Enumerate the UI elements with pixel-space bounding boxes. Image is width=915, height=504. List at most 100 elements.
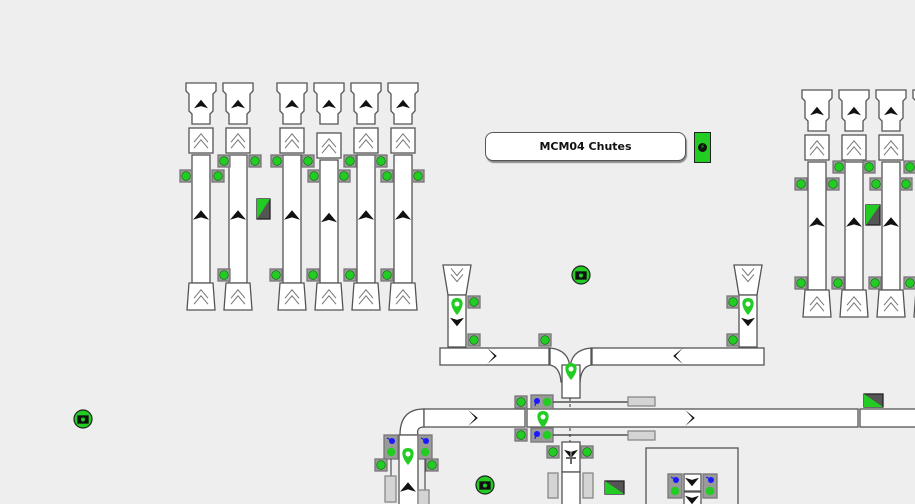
sensor[interactable] xyxy=(831,276,845,290)
chute[interactable] xyxy=(222,82,254,311)
location-pin-icon[interactable] xyxy=(451,298,463,315)
chevron-down-icon xyxy=(450,317,464,327)
sensor[interactable] xyxy=(862,160,876,174)
status-light-icon xyxy=(542,397,552,407)
sensor[interactable] xyxy=(794,276,808,290)
sorter-cross[interactable] xyxy=(561,441,581,504)
chute[interactable] xyxy=(276,82,308,311)
chevron-outline-icon xyxy=(883,296,899,306)
chute[interactable] xyxy=(838,89,870,318)
sensor[interactable] xyxy=(514,395,528,409)
status-toggle-icon[interactable] xyxy=(604,480,625,495)
location-pin-icon[interactable] xyxy=(537,411,549,428)
sensor[interactable] xyxy=(467,295,481,309)
location-pin-icon[interactable] xyxy=(565,363,577,380)
photo-eye-sensor[interactable] xyxy=(702,473,718,499)
sensor[interactable] xyxy=(343,268,357,282)
merge-conveyor-left[interactable] xyxy=(439,347,550,366)
sensor[interactable] xyxy=(794,177,808,191)
sub-panel[interactable] xyxy=(645,447,739,504)
status-light-icon xyxy=(728,335,738,345)
sensor[interactable] xyxy=(248,154,262,168)
camera-button[interactable] xyxy=(475,475,495,495)
sensor[interactable] xyxy=(467,333,481,347)
sensor[interactable] xyxy=(307,169,321,183)
reflector xyxy=(582,472,594,499)
status-light-icon xyxy=(871,179,881,189)
sensor[interactable] xyxy=(380,268,394,282)
camera-button[interactable] xyxy=(571,265,591,285)
status-light-icon xyxy=(705,486,715,496)
sensor[interactable] xyxy=(179,169,193,183)
chute[interactable] xyxy=(185,82,217,311)
sensor[interactable] xyxy=(826,177,840,191)
sensor[interactable] xyxy=(270,154,284,168)
chevron-up-icon xyxy=(194,99,208,109)
sensor[interactable] xyxy=(211,169,225,183)
reflector xyxy=(384,475,397,503)
status-light-icon xyxy=(864,162,874,172)
status-light-icon xyxy=(382,171,392,181)
sensor[interactable] xyxy=(306,268,320,282)
merge-junction[interactable] xyxy=(549,347,592,399)
chevron-up-icon xyxy=(810,106,824,116)
sensor[interactable] xyxy=(217,154,231,168)
main-conveyor[interactable] xyxy=(399,408,915,436)
chute[interactable] xyxy=(350,82,382,311)
sensor[interactable] xyxy=(903,160,915,174)
sensor[interactable] xyxy=(217,268,231,282)
sensor[interactable] xyxy=(425,458,439,472)
camera-button[interactable] xyxy=(73,409,93,429)
chute[interactable] xyxy=(387,82,419,311)
sensor[interactable] xyxy=(868,276,882,290)
sensor[interactable] xyxy=(899,177,913,191)
sensor[interactable] xyxy=(726,295,740,309)
chevron-up-icon xyxy=(400,482,416,492)
merge-conveyor-right[interactable] xyxy=(591,347,765,366)
status-light-icon xyxy=(376,156,386,166)
sensor[interactable] xyxy=(269,268,283,282)
chevron-up-icon xyxy=(231,99,245,109)
belt-section xyxy=(423,408,526,428)
sensor[interactable] xyxy=(832,160,846,174)
mcm04-chutes-button[interactable]: MCM04 Chutes xyxy=(485,132,686,161)
sensor[interactable] xyxy=(726,333,740,347)
chevron-outline-icon xyxy=(193,295,209,305)
vertical-conveyor[interactable] xyxy=(398,434,419,504)
photo-eye-sensor[interactable] xyxy=(530,427,554,443)
belt-section xyxy=(398,434,419,504)
chevron-up-icon xyxy=(230,210,246,220)
status-toggle-icon[interactable] xyxy=(865,204,881,226)
chute[interactable] xyxy=(875,89,907,318)
status-light-icon xyxy=(272,156,282,166)
photo-eye-sensor[interactable] xyxy=(417,434,433,460)
status-toggle-icon[interactable] xyxy=(863,393,884,408)
power-button[interactable]: ⚡ xyxy=(694,132,711,163)
chute[interactable] xyxy=(313,82,345,311)
location-pin-icon[interactable] xyxy=(402,448,414,465)
photo-eye-sensor[interactable] xyxy=(530,394,554,410)
curve-section xyxy=(399,408,425,436)
sensor[interactable] xyxy=(546,445,560,459)
sensor[interactable] xyxy=(869,177,883,191)
sensor[interactable] xyxy=(380,169,394,183)
photo-eye-sensor[interactable] xyxy=(383,434,399,460)
sensor[interactable] xyxy=(538,333,552,347)
location-pin-icon[interactable] xyxy=(742,298,754,315)
belt-section xyxy=(859,408,915,428)
sensor[interactable] xyxy=(903,276,915,290)
sensor[interactable] xyxy=(411,169,425,183)
sensor[interactable] xyxy=(374,154,388,168)
sensor[interactable] xyxy=(374,458,388,472)
chevron-left-icon xyxy=(673,348,683,364)
status-toggle-icon[interactable] xyxy=(256,198,271,220)
sensor[interactable] xyxy=(580,445,594,459)
photo-eye-icon xyxy=(534,431,540,437)
chute[interactable] xyxy=(801,89,833,318)
sensor[interactable] xyxy=(337,169,351,183)
sensor[interactable] xyxy=(301,154,315,168)
sensor[interactable] xyxy=(343,154,357,168)
photo-eye-sensor[interactable] xyxy=(667,473,683,499)
sensor[interactable] xyxy=(514,428,528,442)
